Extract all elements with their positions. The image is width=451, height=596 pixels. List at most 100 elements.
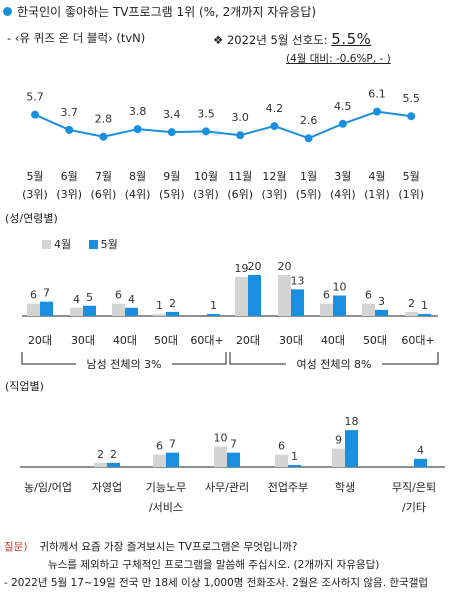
legend-swatch-april: [42, 239, 51, 249]
question-text: 귀하께서 요즘 가장 즐겨보시는 TV프로그램은 무엇입니까?: [39, 541, 298, 553]
bar-april: [275, 454, 288, 467]
rank-label: (1위): [398, 188, 424, 201]
x-tick-label: 30대: [279, 334, 303, 347]
question-note: 뉴스를 제외하고 구체적인 프로그램을 말씀해 주십시오. (2개까지 자유응답…: [48, 559, 380, 571]
x-tick-label: 30대: [71, 334, 95, 347]
bar-april: [214, 446, 227, 467]
x-tick-label: 11월: [228, 170, 252, 183]
data-point: [202, 127, 210, 136]
legend-swatch-may: [88, 239, 98, 249]
x-tick-label: 학생: [335, 481, 355, 494]
section-label-occupation: (직업별): [5, 380, 44, 393]
data-point: [373, 107, 381, 116]
group-label: 남성 전체의 3%: [86, 358, 161, 371]
x-tick-label: 12월: [262, 170, 286, 183]
bar-value-label: 6: [156, 440, 163, 453]
bar-may: [227, 452, 240, 467]
bar-april: [70, 307, 83, 316]
bar-value-label: 1: [421, 299, 428, 312]
rank-label: (4위): [125, 188, 151, 201]
question-line: 질문) 귀하께서 요즘 가장 즐겨보시는 TV프로그램은 무엇입니까?: [4, 538, 428, 556]
x-tick-label: 5월: [403, 170, 420, 183]
bar-april: [405, 311, 418, 316]
bar-may: [107, 462, 120, 467]
x-tick-label: 4월: [368, 170, 385, 183]
data-label: 3.5: [197, 107, 215, 120]
group-label-bg: [76, 356, 172, 372]
bar-may: [333, 295, 346, 316]
bar-value-label: 1: [156, 299, 163, 312]
x-tick-label: 50대: [363, 334, 387, 347]
legend-label-april: 4월: [54, 238, 72, 251]
change-note: (4월 대비: -0.6%P, ‐ ): [286, 53, 391, 65]
x-tick-label: 8월: [129, 170, 146, 183]
rank-label: (6위): [227, 188, 253, 201]
bar-value-label: 2: [97, 448, 104, 461]
data-point: [99, 132, 108, 141]
legend-label-may: 5월: [100, 238, 118, 251]
data-point: [236, 131, 245, 140]
title-text: 한국인이 좋아하는 TV프로그램 1위 (%, 2개까지 자유응답): [17, 5, 317, 19]
data-label: 2.8: [95, 113, 113, 126]
bar-value-label: 1: [210, 299, 217, 312]
data-label: 5.7: [26, 91, 44, 104]
preference-value: 5.5%: [331, 30, 372, 48]
bar-value-label: 9: [335, 434, 342, 447]
x-tick-label: 60대+: [190, 334, 223, 347]
bar-value-label: 10: [214, 432, 228, 445]
bar-april: [332, 448, 345, 467]
data-label: 6.1: [368, 88, 386, 101]
data-label: 2.6: [300, 114, 318, 127]
x-tick-label: 7월: [95, 170, 112, 183]
footer-notes: 질문) 귀하께서 요즘 가장 즐겨보시는 TV프로그램은 무엇입니까? 뉴스를 제…: [4, 538, 428, 592]
program-subtitle: - ‹유 퀴즈 온 더 블럭› (tvN): [7, 31, 146, 45]
rank-label: (1위): [364, 188, 390, 201]
bar-value-label: 2: [169, 297, 176, 310]
rank-label: (6위): [91, 188, 117, 201]
bar-value-label: 5: [86, 291, 93, 304]
bar-may: [375, 309, 388, 316]
bar-value-label: 20: [248, 260, 262, 273]
rank-label: (3위): [22, 188, 48, 201]
x-tick-label: 기능노무: [146, 481, 186, 494]
x-tick-label: 9월: [163, 170, 180, 183]
bar-value-label: 2: [408, 297, 415, 310]
bar-april: [362, 303, 375, 316]
x-tick-label: 자영업: [92, 481, 122, 494]
bar-may: [207, 313, 220, 316]
bar-value-label: 7: [43, 287, 50, 300]
bar-may: [288, 464, 301, 467]
x-tick-label: 무직/은퇴: [392, 481, 436, 494]
x-tick-label: 20대: [236, 334, 260, 347]
data-label: 3.0: [231, 111, 249, 124]
bar-may: [40, 301, 53, 316]
x-tick-label: 40대: [321, 334, 345, 347]
data-label: 4.2: [266, 102, 284, 115]
group-label-bg: [286, 356, 382, 372]
x-tick-label: 사무/관리: [205, 481, 249, 494]
x-tick-label: 5월: [26, 170, 43, 183]
bar-value-label: 6: [323, 289, 330, 302]
data-point: [270, 122, 279, 131]
group-label: 여성 전체의 8%: [296, 358, 371, 371]
x-tick-label: /서비스: [149, 501, 183, 514]
bar-may: [345, 430, 358, 467]
bar-value-label: 10: [333, 281, 347, 294]
data-label: 4.5: [334, 100, 352, 113]
bar-april: [27, 303, 40, 316]
rank-label: (5위): [159, 188, 185, 201]
bar-value-label: 4: [417, 444, 424, 457]
bar-value-label: 4: [128, 293, 135, 306]
bar-value-label: 6: [278, 440, 285, 453]
bar-april: [153, 454, 166, 467]
data-point: [407, 112, 416, 121]
bar-may: [166, 452, 179, 467]
rank-label: (3위): [193, 188, 219, 201]
bar-april: [153, 313, 166, 316]
rank-label: (3위): [56, 188, 82, 201]
rank-label: (4위): [330, 188, 356, 201]
bar-value-label: 6: [365, 289, 372, 302]
data-label: 5.5: [402, 92, 420, 105]
